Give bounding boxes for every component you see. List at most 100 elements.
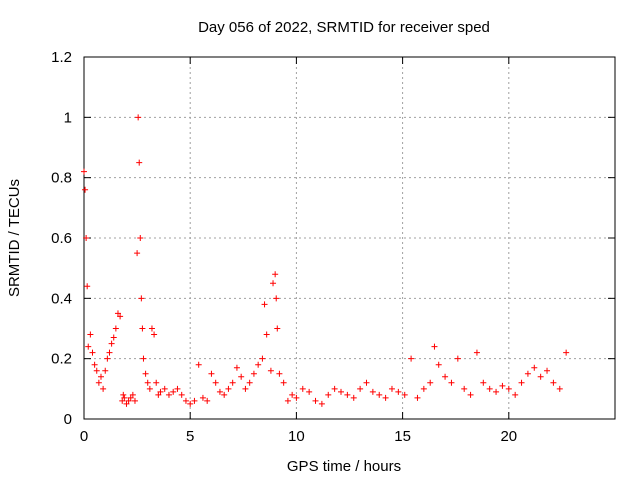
y-tick-label: 1 [64,109,72,126]
data-point [170,388,177,395]
data-point [261,301,268,308]
data-point [442,373,449,380]
y-tick-label: 0.4 [51,290,72,307]
x-tick-label: 20 [500,428,517,445]
data-point [480,379,487,386]
data-point [306,388,313,395]
data-point [499,382,506,389]
data-point [289,391,296,398]
data-point [556,385,563,392]
x-tick-label: 0 [80,428,88,445]
data-point [165,391,172,398]
data-point [312,397,319,404]
data-point [178,391,185,398]
data-point [84,283,91,290]
data-point [134,250,141,257]
data-point [87,331,94,338]
data-point [344,391,351,398]
data-point [524,370,531,377]
data-point [129,391,136,398]
data-point [255,361,262,368]
data-point [270,280,277,287]
data-point [97,373,104,380]
data-point [299,385,306,392]
data-point [250,370,257,377]
data-point [225,385,232,392]
data-point [139,325,146,332]
data-point [274,325,281,332]
data-point [81,168,87,175]
data-point [272,271,279,278]
data-point [461,385,468,392]
data-point [238,373,245,380]
data-point [376,391,383,398]
y-tick-label: 0.8 [51,170,72,187]
data-point [363,379,370,386]
y-tick-label: 0.6 [51,230,72,247]
data-point [104,355,111,362]
data-point [125,397,132,404]
data-point [382,394,389,401]
data-point [408,355,415,362]
data-point [221,391,228,398]
data-point [91,361,98,368]
data-point [431,343,438,350]
data-point [136,159,143,166]
data-point [216,388,223,395]
data-point [89,349,96,356]
data-point [338,388,345,395]
data-point [420,385,427,392]
data-point [121,394,128,401]
data-point [486,385,493,392]
data-point [146,385,153,392]
data-point [448,379,455,386]
data-point [473,349,480,356]
data-point [174,385,181,392]
data-point [140,355,147,362]
data-point [518,379,525,386]
data-point [108,340,115,347]
data-point [331,385,338,392]
data-point [114,310,121,317]
data-point [435,361,442,368]
data-point [531,364,538,371]
data-point [229,379,236,386]
data-point [155,391,162,398]
data-point [142,370,149,377]
data-point [127,394,134,401]
data-point [85,343,92,350]
data-point [544,367,551,374]
data-point [135,114,142,121]
y-tick-label: 0 [64,411,72,428]
data-point [117,313,124,320]
data-point [427,379,434,386]
grid-lines [84,57,615,419]
data-point [153,379,160,386]
data-point [263,331,270,338]
data-point [195,361,202,368]
x-tick-label: 5 [186,428,194,445]
data-point [493,388,500,395]
y-axis-label: SRMTID / TECUs [6,179,23,297]
data-point [93,367,100,374]
chart-title: Day 056 of 2022, SRMTID for receiver spe… [198,19,490,36]
data-point [182,397,189,404]
data-point [212,379,219,386]
data-point [273,295,280,302]
data-point [280,379,287,386]
data-point [119,397,126,404]
data-points [81,114,570,407]
axis-ticks: 0 0.2 0.4 0.6 0.8 1 1.2 0 5 10 15 20 [51,49,615,445]
x-tick-label: 15 [394,428,411,445]
data-point [110,334,117,341]
data-point [246,379,253,386]
x-axis-label: GPS time / hours [287,458,401,475]
data-point [233,364,240,371]
data-point [204,397,211,404]
data-point [106,349,113,356]
data-point [112,325,119,332]
data-point [208,370,215,377]
x-tick-label: 10 [288,428,305,445]
y-tick-label: 0.2 [51,351,72,368]
